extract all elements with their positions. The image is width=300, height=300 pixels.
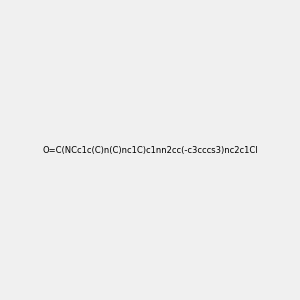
Text: O=C(NCc1c(C)n(C)nc1C)c1nn2cc(-c3cccs3)nc2c1Cl: O=C(NCc1c(C)n(C)nc1C)c1nn2cc(-c3cccs3)nc…: [42, 146, 258, 154]
